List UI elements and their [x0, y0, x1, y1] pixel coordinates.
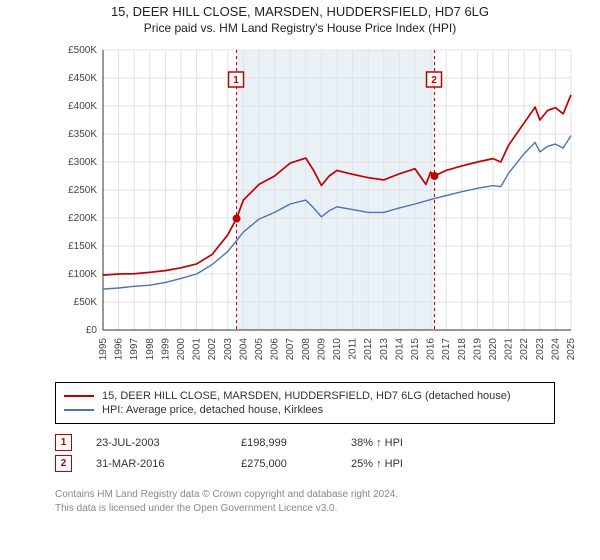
svg-text:2014: 2014: [394, 338, 405, 361]
svg-text:£200K: £200K: [68, 213, 97, 224]
svg-text:2019: 2019: [472, 338, 483, 361]
svg-text:£150K: £150K: [68, 241, 97, 252]
svg-text:1995: 1995: [98, 338, 109, 361]
svg-text:2003: 2003: [223, 338, 234, 361]
svg-text:£50K: £50K: [74, 297, 98, 308]
legend-label-property: 15, DEER HILL CLOSE, MARSDEN, HUDDERSFIE…: [102, 390, 511, 402]
svg-text:2011: 2011: [348, 338, 359, 360]
legend-item-property: 15, DEER HILL CLOSE, MARSDEN, HUDDERSFIE…: [64, 390, 546, 402]
svg-text:2025: 2025: [566, 338, 577, 361]
legend-box: 15, DEER HILL CLOSE, MARSDEN, HUDDERSFIE…: [55, 382, 555, 424]
title-address: 15, DEER HILL CLOSE, MARSDEN, HUDDERSFIE…: [0, 4, 600, 19]
transaction-table: 1 23-JUL-2003 £198,999 38% ↑ HPI 2 31-MA…: [55, 430, 555, 476]
svg-text:2015: 2015: [410, 338, 421, 361]
svg-text:1996: 1996: [114, 338, 125, 361]
svg-text:£0: £0: [86, 325, 98, 336]
transaction-row-2: 2 31-MAR-2016 £275,000 25% ↑ HPI: [55, 455, 555, 472]
svg-text:1998: 1998: [145, 338, 156, 361]
legend-swatch-hpi: [64, 409, 94, 411]
svg-text:£100K: £100K: [68, 269, 97, 280]
svg-text:2023: 2023: [535, 338, 546, 361]
svg-text:1: 1: [233, 75, 239, 86]
transaction-pct-1: 38% ↑ HPI: [351, 437, 411, 449]
svg-text:2013: 2013: [379, 338, 390, 361]
svg-text:£300K: £300K: [68, 157, 97, 168]
svg-text:2002: 2002: [207, 338, 218, 361]
transaction-badge-1: 1: [55, 434, 72, 451]
legend-item-hpi: HPI: Average price, detached house, Kirk…: [64, 404, 546, 416]
svg-text:2004: 2004: [238, 338, 249, 361]
svg-text:2016: 2016: [426, 338, 437, 361]
svg-text:£450K: £450K: [68, 73, 97, 84]
legend-label-hpi: HPI: Average price, detached house, Kirk…: [102, 404, 323, 416]
line-chart: £0 £50K £100K £150K £200K £250K £300K £350K £400…: [55, 44, 577, 370]
chart-container: 15, DEER HILL CLOSE, MARSDEN, HUDDERSFIE…: [0, 0, 600, 560]
transaction-price-1: £198,999: [241, 437, 351, 449]
titles: 15, DEER HILL CLOSE, MARSDEN, HUDDERSFIE…: [0, 0, 600, 35]
title-subtitle: Price paid vs. HM Land Registry's House …: [0, 21, 600, 35]
legend-swatch-property: [64, 395, 94, 397]
svg-text:2020: 2020: [488, 338, 499, 361]
svg-text:2021: 2021: [504, 338, 515, 361]
svg-text:£400K: £400K: [68, 101, 97, 112]
svg-text:2017: 2017: [441, 338, 452, 361]
svg-text:2022: 2022: [519, 338, 530, 361]
transaction-row-1: 1 23-JUL-2003 £198,999 38% ↑ HPI: [55, 434, 555, 451]
svg-text:2001: 2001: [192, 338, 203, 361]
svg-text:£350K: £350K: [68, 129, 97, 140]
svg-text:2012: 2012: [363, 338, 374, 361]
transaction-price-2: £275,000: [241, 458, 351, 470]
svg-text:1997: 1997: [129, 338, 140, 361]
svg-text:£500K: £500K: [68, 45, 97, 56]
svg-text:2009: 2009: [316, 338, 327, 361]
svg-text:2024: 2024: [550, 338, 561, 361]
transaction-date-1: 23-JUL-2003: [96, 437, 241, 449]
svg-text:2000: 2000: [176, 338, 187, 361]
svg-text:2006: 2006: [270, 338, 281, 361]
svg-text:2008: 2008: [301, 338, 312, 361]
svg-text:2018: 2018: [457, 338, 468, 361]
transaction-pct-2: 25% ↑ HPI: [351, 458, 411, 470]
svg-text:2007: 2007: [285, 338, 296, 361]
svg-text:1999: 1999: [160, 338, 171, 361]
svg-text:2010: 2010: [332, 338, 343, 361]
svg-text:£250K: £250K: [68, 185, 97, 196]
transaction-badge-2: 2: [55, 455, 72, 472]
footnote-line-2: This data is licensed under the Open Gov…: [55, 502, 555, 516]
svg-text:2: 2: [431, 75, 437, 86]
transaction-date-2: 31-MAR-2016: [96, 458, 241, 470]
footnote-line-1: Contains HM Land Registry data © Crown c…: [55, 488, 555, 502]
footnote: Contains HM Land Registry data © Crown c…: [55, 488, 555, 516]
svg-text:2005: 2005: [254, 338, 265, 361]
